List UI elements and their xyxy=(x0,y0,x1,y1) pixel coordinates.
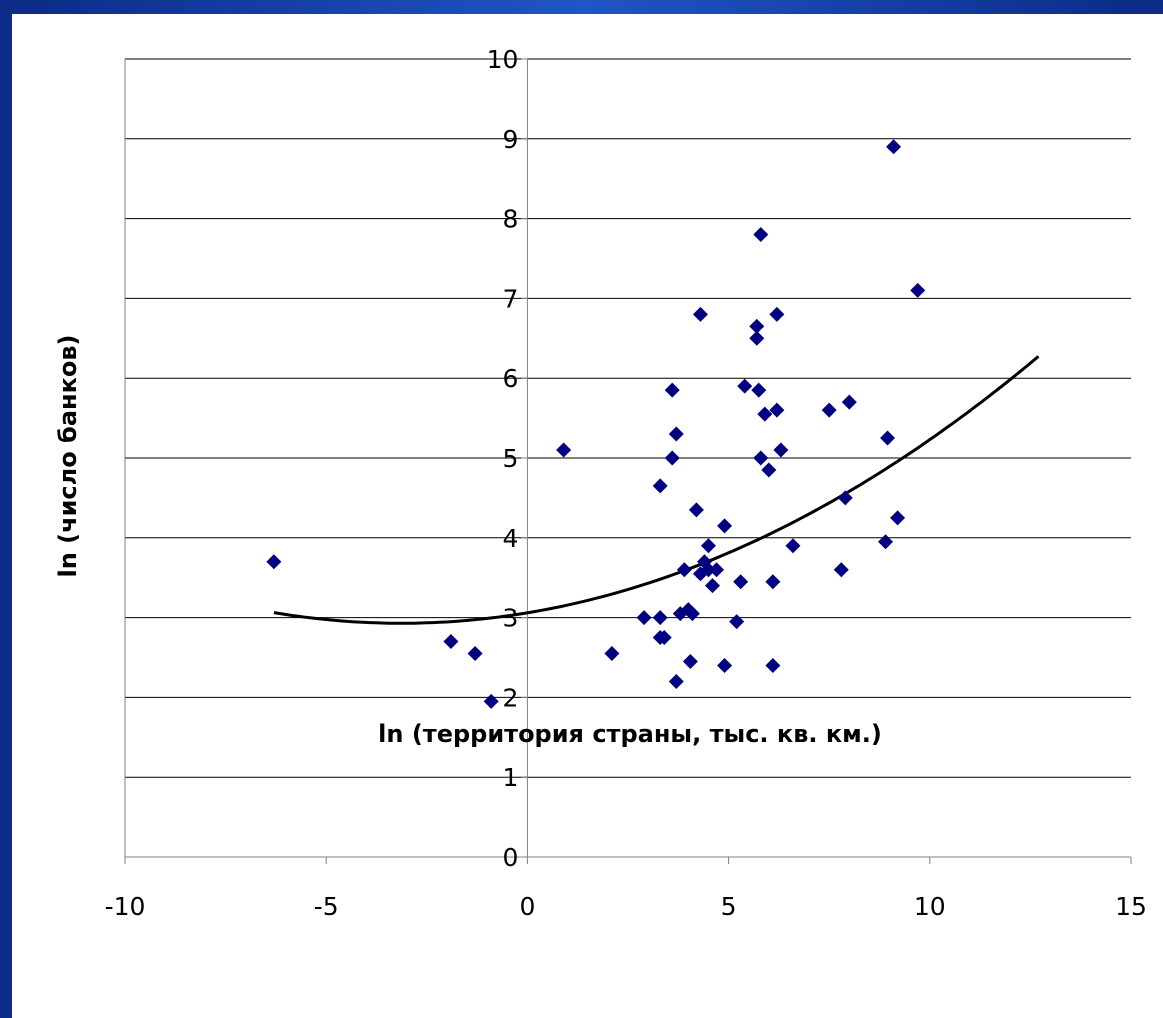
data-point xyxy=(668,673,684,689)
data-point xyxy=(749,330,765,346)
chart-panel: -10 -5 0 5 10 15 0 1 2 3 4 5 6 7 8 9 10 ln (территория … xyxy=(12,14,1163,1018)
data-point xyxy=(483,693,499,709)
data-point xyxy=(709,562,725,578)
data-point xyxy=(753,450,769,466)
y-tick-label: 0 xyxy=(502,843,518,872)
data-point xyxy=(733,574,749,590)
x-tick-label: -10 xyxy=(105,892,146,921)
data-point xyxy=(700,538,716,554)
data-point xyxy=(717,518,733,534)
x-tick-label: 5 xyxy=(721,892,737,921)
data-point xyxy=(737,378,753,394)
grid-lines xyxy=(125,58,1131,778)
y-tick-label: 2 xyxy=(502,683,518,712)
data-point xyxy=(684,606,700,622)
data-point xyxy=(761,462,777,478)
y-tick-label: 1 xyxy=(502,763,518,792)
y-tick-label: 5 xyxy=(502,444,518,473)
trend-line-group xyxy=(273,355,1040,625)
data-point xyxy=(700,562,716,578)
data-point xyxy=(717,657,733,673)
data-point xyxy=(886,139,902,155)
data-point xyxy=(833,562,849,578)
data-point xyxy=(821,402,837,418)
data-points xyxy=(266,139,926,709)
y-tick-label: 3 xyxy=(502,604,518,633)
y-axis-title: ln (число банков) xyxy=(54,334,82,577)
scatter-chart: -10 -5 0 5 10 15 0 1 2 3 4 5 6 7 8 9 10 ln (территория … xyxy=(54,45,1147,921)
data-point xyxy=(688,502,704,518)
y-tick-label: 7 xyxy=(502,284,518,313)
data-point xyxy=(749,318,765,334)
data-point xyxy=(664,450,680,466)
data-point xyxy=(266,554,282,570)
data-point xyxy=(769,402,785,418)
y-tick-label: 9 xyxy=(502,125,518,154)
axes xyxy=(124,58,1132,864)
data-point xyxy=(769,306,785,322)
x-tick-label: 10 xyxy=(914,892,946,921)
data-point xyxy=(910,282,926,298)
data-point xyxy=(757,406,773,422)
data-point xyxy=(692,306,708,322)
data-point xyxy=(668,426,684,442)
y-tick-label: 4 xyxy=(502,524,518,553)
data-point xyxy=(556,442,572,458)
data-point xyxy=(682,653,698,669)
trend-line xyxy=(273,355,1040,625)
data-point xyxy=(467,646,483,662)
data-point xyxy=(604,646,620,662)
x-tick-label: -5 xyxy=(314,892,339,921)
data-point xyxy=(636,610,652,626)
data-point xyxy=(729,614,745,630)
data-point xyxy=(664,382,680,398)
data-point xyxy=(705,578,721,594)
data-point xyxy=(676,562,692,578)
data-point xyxy=(765,574,781,590)
x-tick-labels: -10 -5 0 5 10 15 xyxy=(105,892,1147,921)
data-point xyxy=(652,610,668,626)
data-point xyxy=(773,442,789,458)
data-point xyxy=(443,634,459,650)
y-tick-label: 8 xyxy=(502,205,518,234)
y-tick-label: 6 xyxy=(502,364,518,393)
x-axis-title: ln (территория страны, тыс. кв. км.) xyxy=(378,720,882,748)
data-point xyxy=(880,430,896,446)
x-tick-label: 15 xyxy=(1115,892,1147,921)
data-point xyxy=(785,538,801,554)
y-tick-label: 10 xyxy=(487,45,519,74)
data-point xyxy=(841,394,857,410)
data-point xyxy=(890,510,906,526)
data-point xyxy=(878,534,894,550)
x-tick-label: 0 xyxy=(519,892,535,921)
y-tick-labels: 0 1 2 3 4 5 6 7 8 9 10 xyxy=(487,45,519,872)
data-point xyxy=(656,630,672,646)
data-point xyxy=(751,382,767,398)
data-point xyxy=(753,227,769,243)
data-point xyxy=(765,657,781,673)
data-point xyxy=(652,478,668,494)
data-point xyxy=(837,490,853,506)
